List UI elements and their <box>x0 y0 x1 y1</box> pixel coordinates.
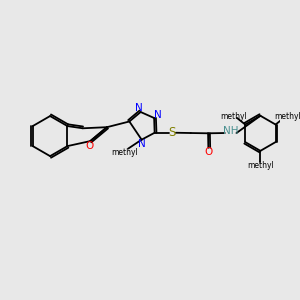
Text: NH: NH <box>223 126 238 136</box>
Text: N: N <box>135 103 143 113</box>
Text: N: N <box>138 139 146 148</box>
Text: O: O <box>204 147 212 157</box>
Text: methyl: methyl <box>274 112 300 121</box>
Text: methyl: methyl <box>112 148 138 157</box>
Text: methyl: methyl <box>220 112 247 121</box>
Text: O: O <box>85 141 94 151</box>
Text: methyl: methyl <box>247 161 274 170</box>
Text: S: S <box>168 126 175 139</box>
Text: N: N <box>154 110 162 120</box>
